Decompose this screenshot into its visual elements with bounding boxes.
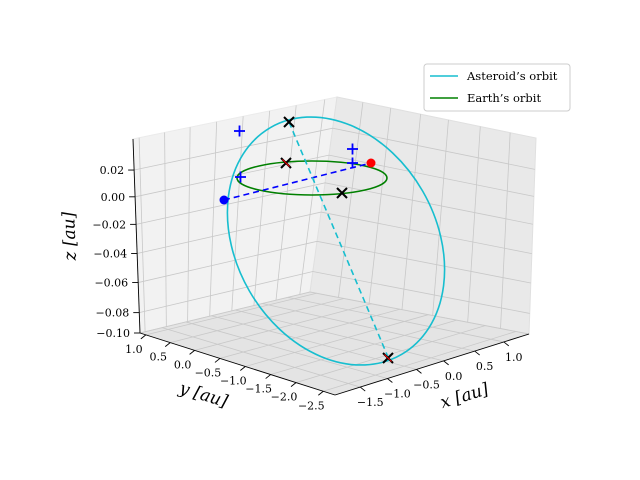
y-gridline-wall: [299, 99, 326, 295]
x-tick-label: −1.5: [357, 396, 384, 409]
x-tick-label: 0.5: [476, 360, 494, 373]
asteroid-orbit-line: [226, 116, 446, 366]
y-tick-mark: [318, 390, 324, 396]
y-tick-mark: [164, 342, 171, 347]
x-gridline-floor: [211, 315, 417, 370]
y-tick-mark: [240, 366, 246, 371]
y-gridline-floor: [170, 298, 345, 343]
red-cross-marker: [382, 352, 394, 364]
y-gridline-wall: [231, 116, 244, 311]
y-tick-label: −1.0: [220, 374, 247, 387]
z-ticks: 0.02 0.00 −0.02 −0.04 −0.06 −0.08 −0.10: [92, 164, 140, 340]
z-axis-label: z [au]: [59, 211, 81, 262]
y-tick-label: −2.5: [298, 399, 325, 412]
y-tick-mark: [265, 374, 271, 379]
y-ticks: 1.0 0.5 0.0−0.5−1.0−1.5−2.0−2.5: [125, 334, 325, 412]
axis-spines: [132, 138, 530, 396]
x-tick-mark: [416, 369, 422, 374]
blue-plus-marker: [347, 157, 358, 169]
y-tick-mark: [140, 334, 147, 340]
y-gridline-wall: [187, 127, 191, 322]
y-gridline-floor: [194, 303, 372, 351]
x-gridline-wall: [432, 119, 449, 316]
z-gridline: [138, 240, 531, 284]
y-gridline-wall: [164, 132, 167, 327]
blue-point: [219, 195, 229, 205]
y-gridline-floor: [245, 314, 429, 367]
x-gridline-wall: [368, 108, 392, 304]
y-gridline-floor: [219, 308, 400, 359]
black-cross-marker: [283, 116, 295, 128]
x-tick-label: 1.0: [505, 351, 523, 364]
x-gridline-floor: [287, 296, 504, 343]
earth-orbit-line: [236, 160, 388, 196]
black-cross-marker: [336, 187, 348, 199]
dashed-cyan-line: [288, 121, 389, 358]
x-gridline-wall: [500, 132, 511, 329]
dashed-blue-line: [223, 162, 372, 201]
y-tick-mark: [290, 382, 297, 387]
x-axis-spine: [334, 333, 530, 396]
z-gridline: [137, 211, 532, 255]
x-tick-label: −0.5: [413, 378, 440, 391]
x-tick-mark: [503, 341, 510, 347]
legend-label-asteroid: Asteroid’s orbit: [466, 69, 558, 83]
z-tick-label: −0.02: [92, 218, 126, 231]
x-gridline-wall: [467, 126, 481, 323]
x-tick-label: 0.0: [445, 370, 463, 383]
z-tick-label: 0.00: [101, 191, 126, 204]
z-gridline: [139, 271, 530, 314]
z-tick-label: −0.06: [94, 277, 128, 290]
x-tick-label: −1.0: [384, 388, 411, 401]
y-gridline-floor: [270, 319, 457, 375]
z-tick-label: −0.04: [93, 247, 127, 260]
x-gridline-wall: [338, 102, 364, 298]
x-tick-mark: [359, 386, 366, 392]
y-gridline-floor: [145, 292, 317, 336]
x-gridline-floor: [185, 321, 388, 379]
x-tick-mark: [387, 378, 393, 383]
x-tick-mark: [443, 360, 449, 366]
blue-plus-marker: [235, 171, 246, 183]
z-tick-label: −0.10: [96, 327, 130, 340]
z-gridline: [135, 182, 533, 225]
y-axis-spine: [139, 332, 336, 396]
y-gridline-wall: [275, 105, 297, 301]
y-gridline-floor: [323, 331, 516, 392]
y-tick-label: −2.0: [271, 391, 298, 404]
y-gridline-wall: [253, 110, 271, 306]
z-gridline: [134, 127, 535, 171]
legend: Asteroid’s orbit Earth’s orbit: [423, 63, 571, 112]
y-tick-label: 0.0: [174, 358, 192, 371]
legend-label-earth: Earth’s orbit: [467, 91, 541, 105]
x-axis-label: x [au]: [438, 379, 491, 413]
x-gridline-wall: [401, 114, 421, 310]
x-gridline-floor: [161, 327, 361, 388]
grid-lines: [134, 99, 535, 392]
z-axis-spine: [132, 138, 141, 334]
z-tick-label: 0.02: [100, 164, 125, 177]
legend-frame: [423, 63, 571, 112]
z-tick-label: −0.08: [96, 307, 130, 320]
blue-plus-marker: [234, 125, 245, 137]
y-tick-label: −0.5: [195, 366, 222, 379]
y-tick-mark: [214, 358, 221, 363]
y-tick-label: −1.5: [245, 383, 272, 396]
y-gridline-wall: [209, 121, 218, 317]
y-tick-label: 1.0: [125, 343, 143, 356]
x-gridline-floor: [262, 303, 475, 352]
y-tick-label: 0.5: [149, 351, 167, 364]
z-gridline: [135, 154, 534, 198]
y-tick-mark: [189, 350, 195, 355]
blue-plus-marker: [347, 143, 358, 155]
y-gridline-wall: [138, 137, 146, 332]
x-ticks: −1.5−1.0−0.5 0.0 0.5 1.0: [357, 341, 523, 409]
red-point: [366, 158, 376, 168]
x-tick-mark: [474, 350, 480, 356]
red-cross-marker: [280, 157, 292, 169]
